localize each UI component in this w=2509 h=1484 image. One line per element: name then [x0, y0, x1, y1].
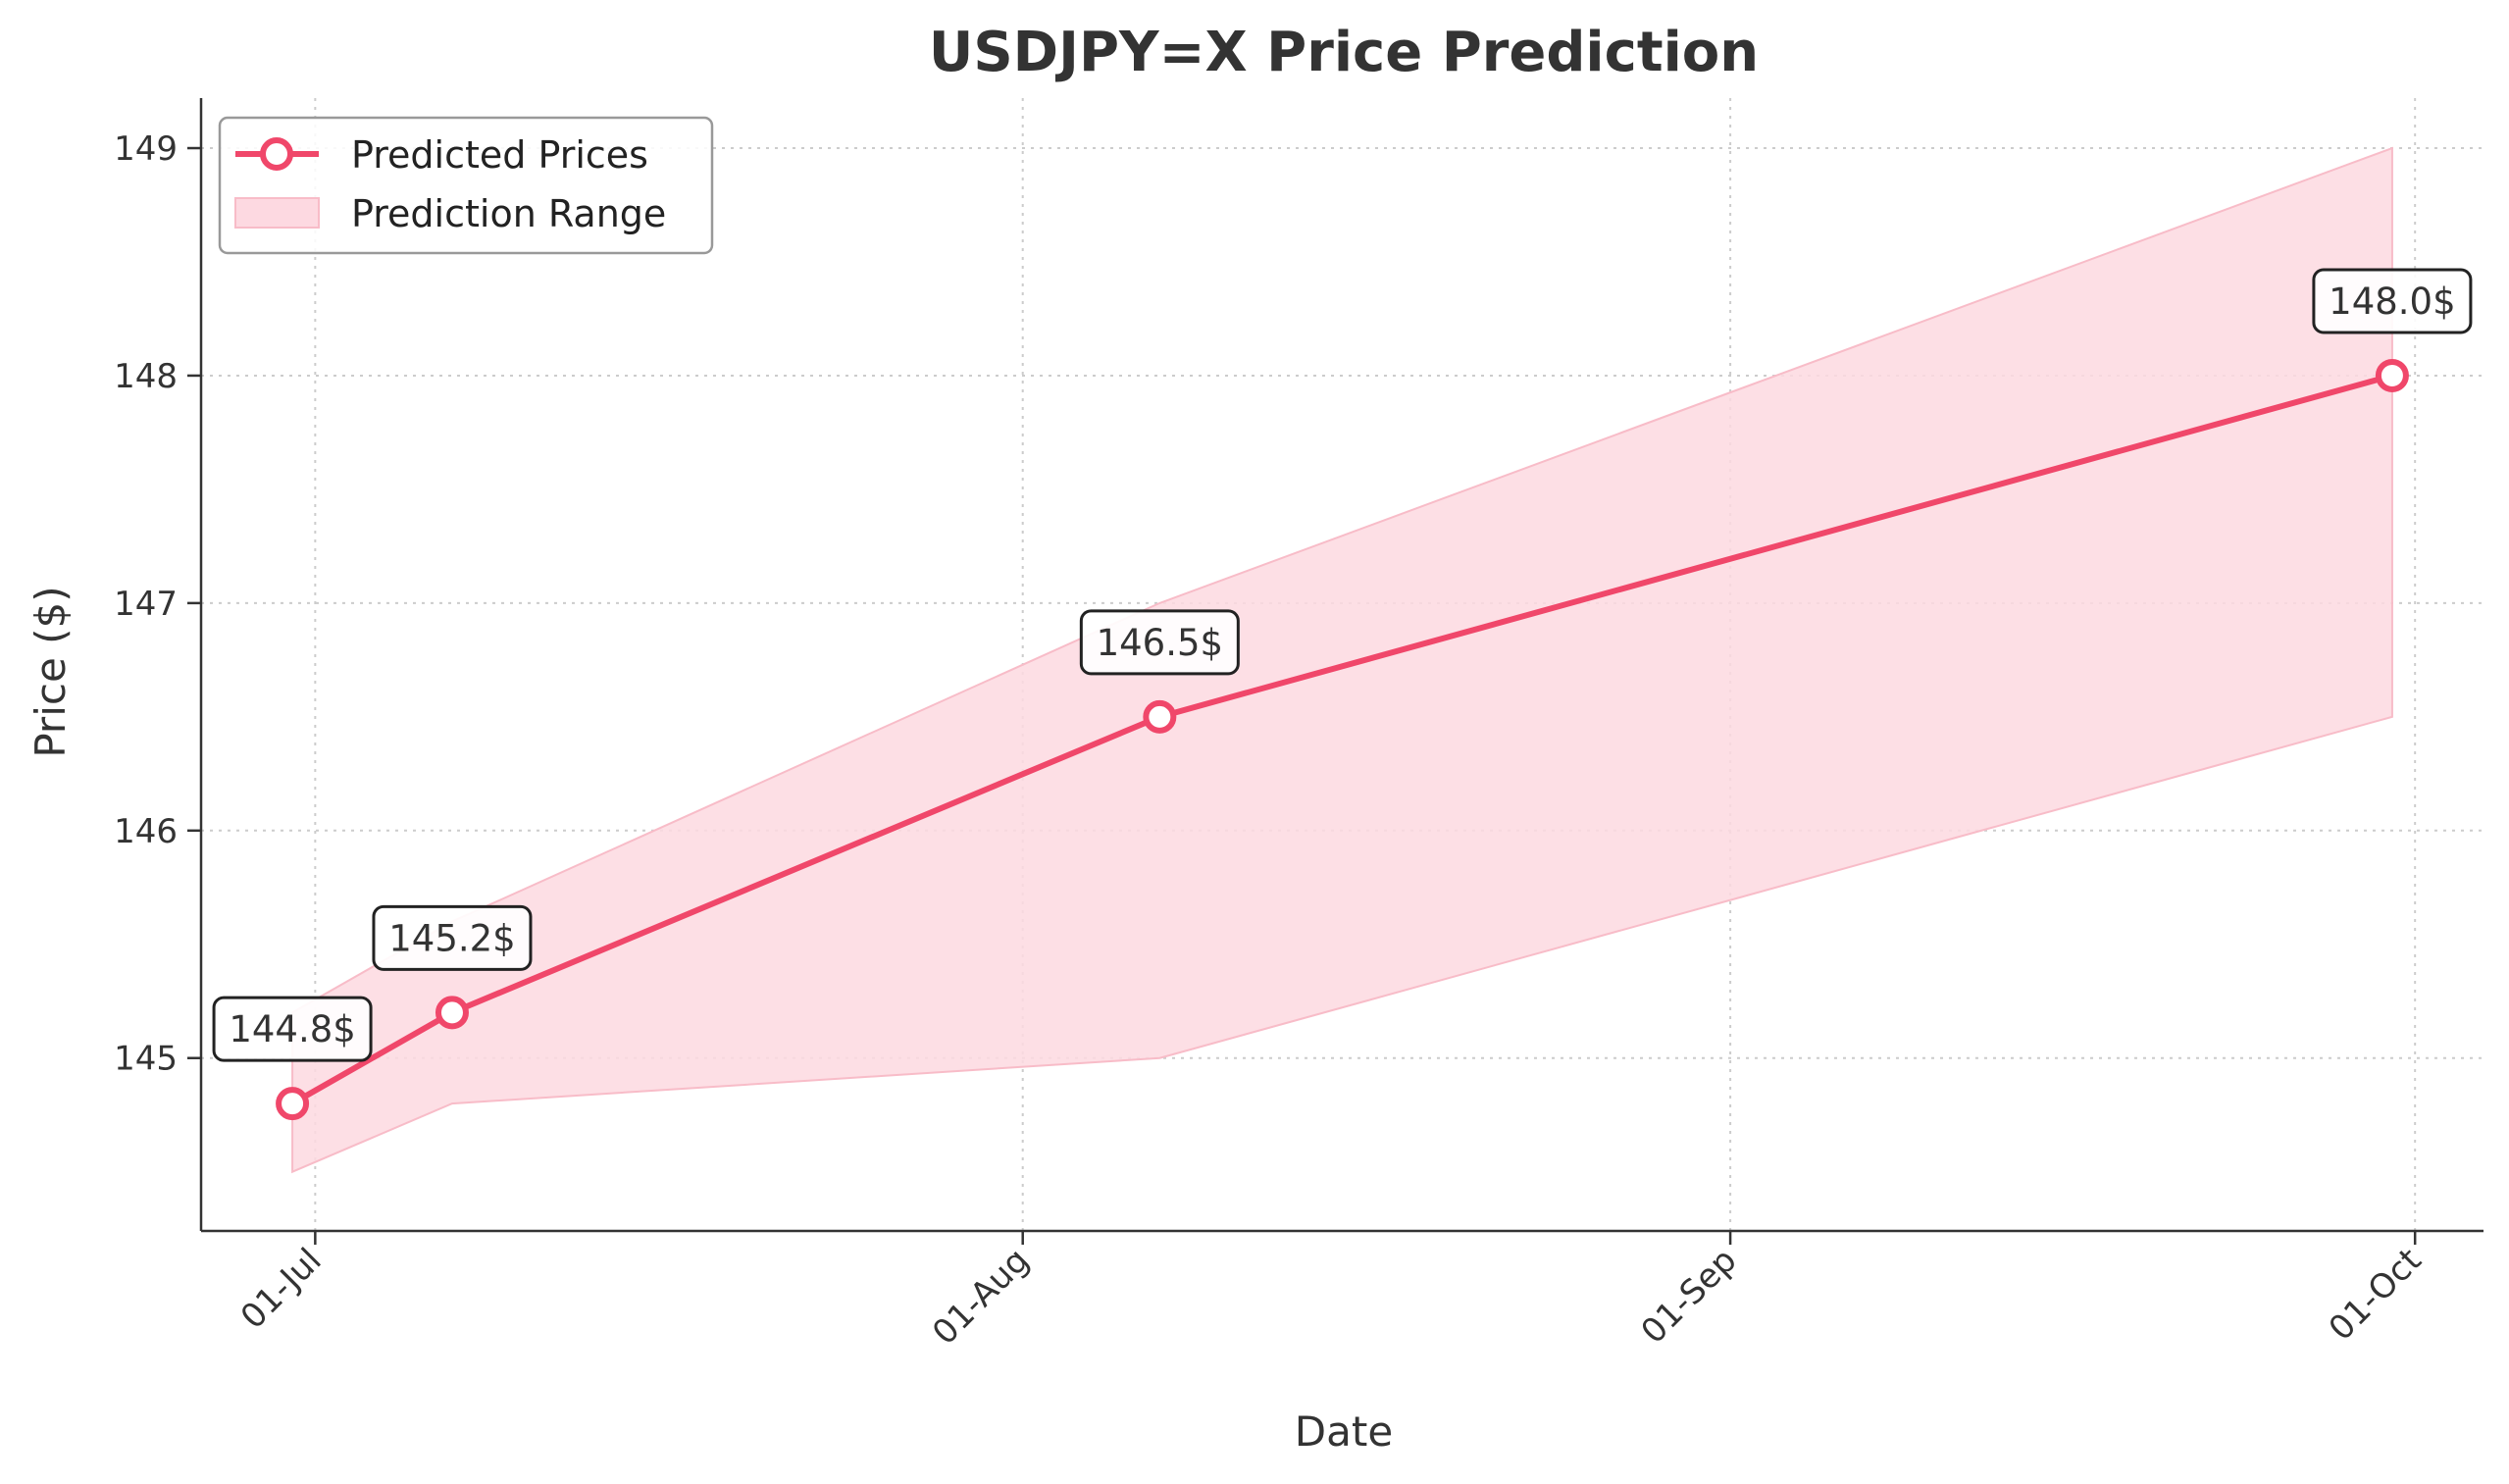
data-label-box-0: [212, 996, 373, 1062]
x-tick-label-2: 01-Sep: [1634, 1241, 1745, 1352]
label-layer: 144.8$ 145.2$ 146.5$ 148.0$: [212, 268, 2473, 1062]
data-point-0: [276, 1087, 310, 1121]
predicted-prices-line: [290, 373, 2393, 1106]
legend-entry-prediction-range: Prediction Range: [351, 192, 666, 235]
data-label-1: 145.2$: [388, 917, 515, 959]
line-layer: [276, 358, 2409, 1121]
legend-entry-predicted-prices: Predicted Prices: [351, 133, 648, 177]
data-label-box-3: [2312, 268, 2473, 334]
x-tick-label-3: 01-Oct: [2322, 1241, 2430, 1349]
legend: Predicted Prices Prediction Range: [218, 116, 714, 255]
data-label-box-1: [372, 904, 533, 971]
x-tick-label-1: 01-Aug: [925, 1241, 1037, 1353]
y-tick-label-149: 149: [114, 129, 178, 169]
y-tick-label-145: 145: [114, 1040, 178, 1079]
band-layer: [291, 146, 2393, 1174]
data-label-3: 148.0$: [2329, 281, 2455, 323]
x-tick-label-0: 01-Jul: [233, 1241, 330, 1337]
data-label-2: 146.5$: [1097, 622, 1223, 664]
prediction-range-band: [291, 146, 2393, 1174]
data-point-3: [2375, 358, 2409, 392]
legend-marker-swatch: [260, 137, 293, 171]
y-tick-label-146: 146: [114, 812, 178, 851]
y-axis-label: Price ($): [26, 586, 75, 757]
legend-band-swatch: [234, 197, 320, 229]
y-tick-label-148: 148: [114, 357, 178, 396]
data-point-2: [1143, 699, 1177, 734]
data-point-1: [435, 996, 469, 1030]
y-tick-label-147: 147: [114, 585, 178, 624]
data-label-0: 144.8$: [229, 1008, 355, 1050]
chart-title: USDJPY=X Price Prediction: [929, 21, 1759, 84]
data-label-box-2: [1079, 609, 1240, 676]
x-axis-label: Date: [1295, 1407, 1393, 1456]
legend-box: [218, 116, 714, 255]
